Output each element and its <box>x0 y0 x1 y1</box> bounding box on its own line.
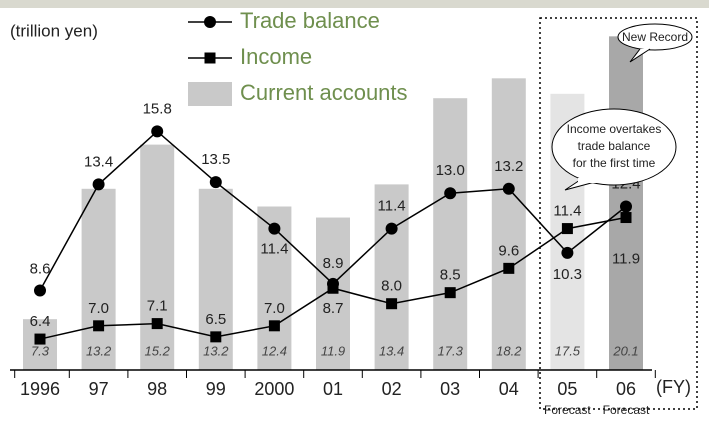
annotation: for the first time <box>573 156 656 170</box>
value-label: 7.0 <box>88 300 109 317</box>
value-label: 15.8 <box>143 100 172 117</box>
value-label: 8.0 <box>381 278 402 295</box>
callout-bubble <box>551 108 677 186</box>
y-label: (trillion yen) <box>10 21 98 40</box>
value-label: 8.6 <box>30 260 51 277</box>
bar-value-label: 15.2 <box>145 343 171 358</box>
value-label: 10.3 <box>553 266 582 283</box>
point <box>327 282 339 294</box>
value-label: 13.0 <box>436 162 465 179</box>
value-label: 8.5 <box>440 267 461 284</box>
category-note: Forecast <box>603 403 650 417</box>
value-label: 11.4 <box>553 203 581 220</box>
x-tick-label: 01 <box>323 379 343 399</box>
annotation: trade balance <box>578 139 651 153</box>
bar <box>374 184 409 370</box>
point <box>210 331 222 343</box>
bar-value-label: 18.2 <box>496 343 522 358</box>
point <box>209 176 222 189</box>
point <box>620 200 632 213</box>
point <box>444 187 457 200</box>
x-tick-label: 05 <box>557 379 577 399</box>
x-tick-label: 99 <box>206 379 226 399</box>
callout-tail <box>629 48 651 63</box>
annotation: New Record <box>622 30 688 44</box>
point <box>502 182 515 195</box>
forecast-box <box>539 17 698 410</box>
category-note: Forecast <box>544 403 591 417</box>
point <box>561 246 574 259</box>
point <box>151 125 164 138</box>
x-tick-label: 97 <box>89 379 109 399</box>
x-tick-label: 06 <box>616 379 636 399</box>
x-tick-label: 1996 <box>20 379 60 399</box>
bar-value-label: 13.4 <box>379 343 404 358</box>
value-label: 9.6 <box>498 242 519 259</box>
point <box>92 178 105 191</box>
value-label: 7.0 <box>264 300 285 317</box>
point <box>385 222 398 235</box>
x-tick-label: 03 <box>440 379 460 399</box>
bar-value-label: 17.3 <box>438 343 464 358</box>
value-label: 13.4 <box>84 153 113 170</box>
value-label: 8.7 <box>323 300 344 317</box>
value-label: 7.1 <box>147 298 168 315</box>
point <box>444 287 456 299</box>
bar <box>433 98 468 370</box>
x-tick-label: 02 <box>382 379 402 399</box>
point <box>34 333 46 345</box>
legend-marker <box>204 52 216 64</box>
callout-bubble <box>617 23 693 51</box>
legend-label: Income <box>240 44 312 69</box>
plot: 7.3 13.2 15.2 13.2 12.4 11.9 13.4 17.3 18.2 17.5 2… <box>10 8 656 417</box>
value-label: 11.4 <box>260 241 288 258</box>
legend-marker <box>204 16 216 28</box>
point <box>268 222 281 235</box>
bar <box>491 78 526 371</box>
value-label: 11.4 <box>378 198 406 215</box>
x-tick-label: 04 <box>499 379 519 399</box>
x-tick-label: 2000 <box>254 379 294 399</box>
point <box>386 298 398 310</box>
annotation: Income overtakes <box>567 122 662 136</box>
legend-label: Trade balance <box>240 8 380 33</box>
point <box>268 320 280 332</box>
point <box>151 318 163 330</box>
bar-value-label: 13.2 <box>203 343 229 358</box>
point <box>561 223 573 235</box>
point <box>34 284 46 297</box>
callouts: New Record Income overtakes trade balanc… <box>551 23 693 191</box>
bar-value-label: 7.3 <box>31 343 50 358</box>
value-label: 8.9 <box>323 255 344 272</box>
value-label: 13.2 <box>494 158 523 175</box>
bar-value-label: 12.4 <box>262 343 287 358</box>
point <box>93 320 105 332</box>
callout-join <box>578 178 600 183</box>
value-label: 11.9 <box>612 251 640 268</box>
top-band <box>0 0 709 8</box>
bar-value-label: 17.5 <box>555 343 581 358</box>
value-label: 6.5 <box>205 311 226 328</box>
point <box>620 212 632 224</box>
legend-label: Current accounts <box>240 80 408 105</box>
x-tick-label: 98 <box>147 379 167 399</box>
bar <box>81 188 116 370</box>
bar <box>140 144 175 370</box>
bar-value-label: 11.9 <box>321 343 345 358</box>
value-label: 6.4 <box>30 313 51 330</box>
bar <box>316 217 350 370</box>
bar-value-label: 20.1 <box>612 343 638 358</box>
value-label: 13.5 <box>201 151 230 168</box>
legend-swatch <box>188 82 232 106</box>
x-unit: (FY) <box>656 377 691 397</box>
point <box>503 262 515 274</box>
bar-value-label: 13.2 <box>86 343 112 358</box>
bar <box>23 319 57 370</box>
